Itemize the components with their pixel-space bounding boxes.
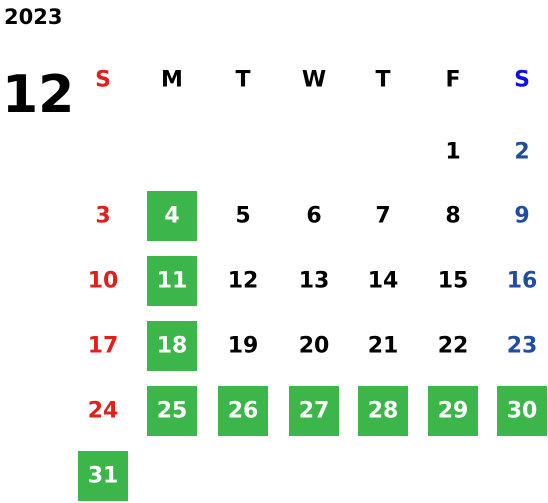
weekday-label: S bbox=[514, 68, 530, 93]
highlight-box bbox=[289, 386, 339, 436]
highlight-box bbox=[428, 386, 478, 436]
weekday-label: M bbox=[161, 68, 183, 93]
highlight-box bbox=[218, 386, 268, 436]
day: 31 bbox=[88, 464, 119, 489]
day: 5 bbox=[235, 204, 250, 229]
day: 19 bbox=[228, 334, 259, 359]
day: 29 bbox=[438, 399, 469, 424]
weekday-label: F bbox=[445, 68, 460, 93]
highlight-box bbox=[147, 386, 197, 436]
day: 17 bbox=[88, 334, 119, 359]
day: 18 bbox=[157, 334, 188, 359]
day: 4 bbox=[164, 204, 179, 229]
month: 12 bbox=[2, 65, 74, 125]
day: 9 bbox=[514, 204, 529, 229]
highlight-box bbox=[147, 191, 197, 241]
year: 2023 bbox=[4, 5, 62, 29]
day: 8 bbox=[445, 204, 460, 229]
day: 23 bbox=[507, 334, 538, 359]
day: 6 bbox=[306, 204, 321, 229]
day: 10 bbox=[88, 269, 119, 294]
highlight-box bbox=[147, 321, 197, 371]
day: 1 bbox=[445, 140, 460, 165]
day: 27 bbox=[299, 399, 330, 424]
day: 14 bbox=[368, 269, 399, 294]
highlight-box bbox=[78, 451, 128, 501]
day: 24 bbox=[88, 399, 119, 424]
day: 11 bbox=[157, 269, 188, 294]
highlight-box bbox=[358, 386, 408, 436]
day: 26 bbox=[228, 399, 259, 424]
weekday-label: T bbox=[235, 68, 250, 93]
day: 15 bbox=[438, 269, 469, 294]
day: 16 bbox=[507, 269, 538, 294]
day: 2 bbox=[514, 140, 529, 165]
day: 22 bbox=[438, 334, 469, 359]
day: 12 bbox=[228, 269, 259, 294]
day: 21 bbox=[368, 334, 399, 359]
day: 25 bbox=[157, 399, 188, 424]
day: 20 bbox=[299, 334, 330, 359]
weekday-label: S bbox=[95, 68, 111, 93]
highlight-box bbox=[147, 256, 197, 306]
day: 28 bbox=[368, 399, 399, 424]
weekday-label: W bbox=[302, 68, 326, 93]
day: 30 bbox=[507, 399, 538, 424]
day: 7 bbox=[375, 204, 390, 229]
weekday-label: T bbox=[375, 68, 390, 93]
day: 13 bbox=[299, 269, 330, 294]
highlight-box bbox=[497, 386, 547, 436]
day: 3 bbox=[95, 204, 110, 229]
